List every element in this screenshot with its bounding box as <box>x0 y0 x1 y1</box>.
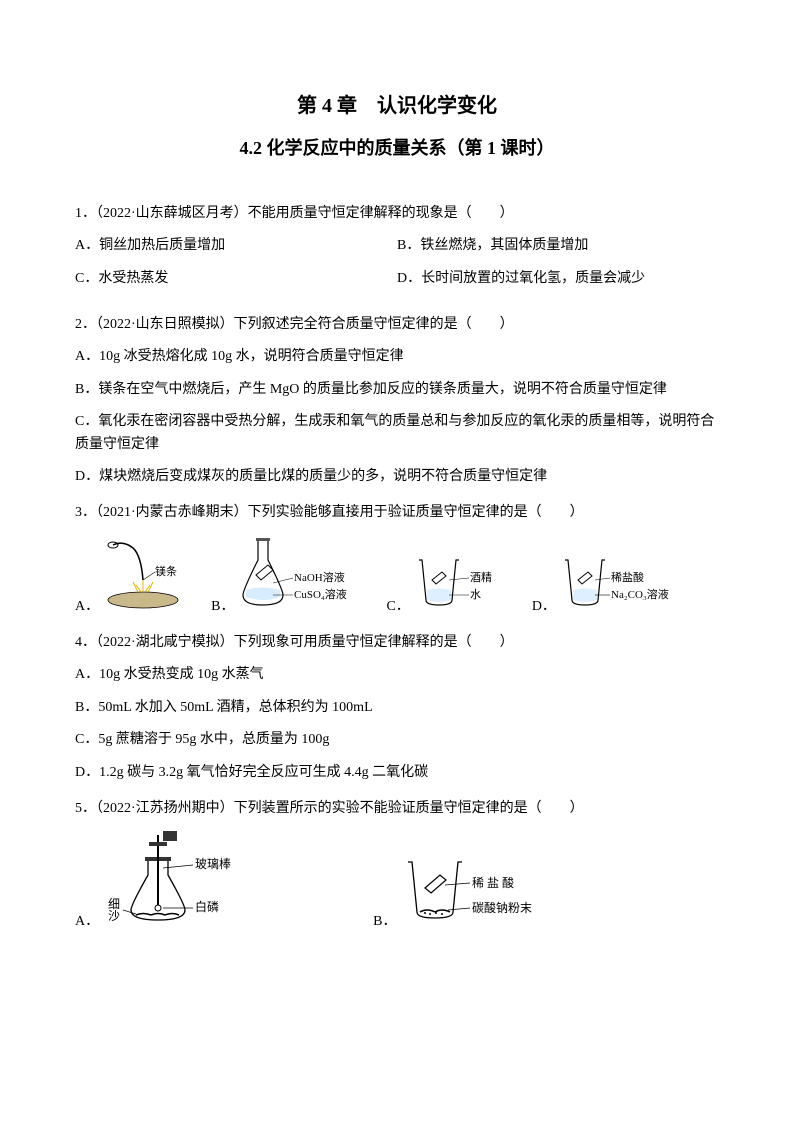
question-5: 5．（2022·江苏扬州期中）下列装置所示的实验不能验证质量守恒定律的是（ ） … <box>75 798 719 934</box>
svg-text:Na₂CO₃溶液: Na₂CO₃溶液 <box>611 587 669 601</box>
q5-a-label: A． <box>75 911 99 933</box>
q3-b-label: B． <box>211 596 234 618</box>
q5-diagram-b: 稀 盐 酸 碳酸钠粉末 <box>400 850 570 933</box>
q3-stem: 3．（2021·内蒙古赤峰期末）下列实验能够直接用于验证质量守恒定律的是（ ） <box>75 502 719 524</box>
svg-text:水: 水 <box>470 588 481 601</box>
q5-options: A． 玻璃棒 细 沙 白 <box>75 830 719 933</box>
mg-label: 镁条 <box>155 564 177 578</box>
svg-text:稀 盐 酸: 稀 盐 酸 <box>472 875 514 890</box>
q5-stem: 5．（2022·江苏扬州期中）下列装置所示的实验不能验证质量守恒定律的是（ ） <box>75 798 719 820</box>
q1-opt-d: D．长时间放置的过氧化氢，质量会减少 <box>397 268 719 290</box>
q4-opt-d: D．1.2g 碳与 3.2g 氧气恰好完全反应可生成 4.4g 二氧化碳 <box>75 762 719 784</box>
svg-text:酒精: 酒精 <box>470 571 492 584</box>
svg-text:NaOH溶液: NaOH溶液 <box>294 570 345 584</box>
q3-diagram-c: 酒精 水 <box>414 550 514 618</box>
section-title: 4.2 化学反应中的质量关系（第 1 课时） <box>75 134 719 163</box>
q4-opt-a: A．10g 水受热变成 10g 水蒸气 <box>75 664 719 686</box>
q3-a-label: A． <box>75 596 99 618</box>
question-1: 1．（2022·山东薛城区月考）不能用质量守恒定律解释的现象是（ ） A．铜丝加… <box>75 203 719 300</box>
q1-opt-a: A．铜丝加热后质量增加 <box>75 235 397 257</box>
q4-opt-b: B．50mL 水加入 50mL 酒精，总体积约为 100mL <box>75 697 719 719</box>
q3-diagram-d: 稀盐酸 Na₂CO₃溶液 <box>560 550 685 618</box>
q1-opt-c: C．水受热蒸发 <box>75 268 397 290</box>
question-3: 3．（2021·内蒙古赤峰期末）下列实验能够直接用于验证质量守恒定律的是（ ） … <box>75 502 719 618</box>
q2-opt-a: A．10g 冰受热熔化成 10g 水，说明符合质量守恒定律 <box>75 346 719 368</box>
q3-opt-a: A． 镁条 <box>75 540 193 618</box>
q3-options: A． 镁条 B． <box>75 535 719 618</box>
q4-stem: 4．（2022·湖北咸宁模拟）下列现象可用质量守恒定律解释的是（ ） <box>75 632 719 654</box>
q4-opt-c: C．5g 蔗糖溶于 95g 水中，总质量为 100g <box>75 729 719 751</box>
q3-diagram-b: NaOH溶液 CuSO₄溶液 <box>238 535 368 618</box>
q1-opt-b: B．铁丝燃烧，其固体质量增加 <box>397 235 719 257</box>
q3-opt-b: B． NaOH溶液 CuSO₄溶液 <box>211 535 368 618</box>
q1-stem: 1．（2022·山东薛城区月考）不能用质量守恒定律解释的现象是（ ） <box>75 203 719 225</box>
q5-opt-b: B． 稀 盐 酸 碳酸钠粉末 <box>373 850 570 933</box>
q3-opt-d: D． 稀盐酸 Na₂CO₃溶液 <box>532 550 685 618</box>
q2-opt-c: C．氧化汞在密闭容器中受热分解，生成汞和氧气的质量总和与参加反应的氧化汞的质量相… <box>75 411 719 456</box>
q2-stem: 2．（2022·山东日照模拟）下列叙述完全符合质量守恒定律的是（ ） <box>75 314 719 336</box>
question-4: 4．（2022·湖北咸宁模拟）下列现象可用质量守恒定律解释的是（ ） A．10g… <box>75 632 719 784</box>
svg-text:玻璃棒: 玻璃棒 <box>195 857 231 871</box>
svg-text:沙: 沙 <box>108 909 120 923</box>
svg-text:稀盐酸: 稀盐酸 <box>611 570 644 584</box>
q3-opt-c: C． 酒精 水 <box>386 550 513 618</box>
q3-c-label: C． <box>386 596 409 618</box>
question-2: 2．（2022·山东日照模拟）下列叙述完全符合质量守恒定律的是（ ） A．10g… <box>75 314 719 488</box>
q5-opt-a: A． 玻璃棒 细 沙 白 <box>75 830 253 933</box>
q3-diagram-a: 镁条 <box>103 540 193 618</box>
svg-text:CuSO₄溶液: CuSO₄溶液 <box>294 587 347 601</box>
q5-b-label: B． <box>373 911 396 933</box>
q2-opt-b: B．镁条在空气中燃烧后，产生 MgO 的质量比参加反应的镁条质量大，说明不符合质… <box>75 379 719 401</box>
svg-text:白磷: 白磷 <box>195 899 219 914</box>
svg-text:碳酸钠粉末: 碳酸钠粉末 <box>472 900 532 915</box>
q3-d-label: D． <box>532 596 556 618</box>
q2-opt-d: D．煤块燃烧后变成煤灰的质量比煤的质量少的多，说明不符合质量守恒定律 <box>75 466 719 488</box>
chapter-title: 第 4 章 认识化学变化 <box>75 90 719 122</box>
q5-diagram-a: 玻璃棒 细 沙 白磷 <box>103 830 253 933</box>
